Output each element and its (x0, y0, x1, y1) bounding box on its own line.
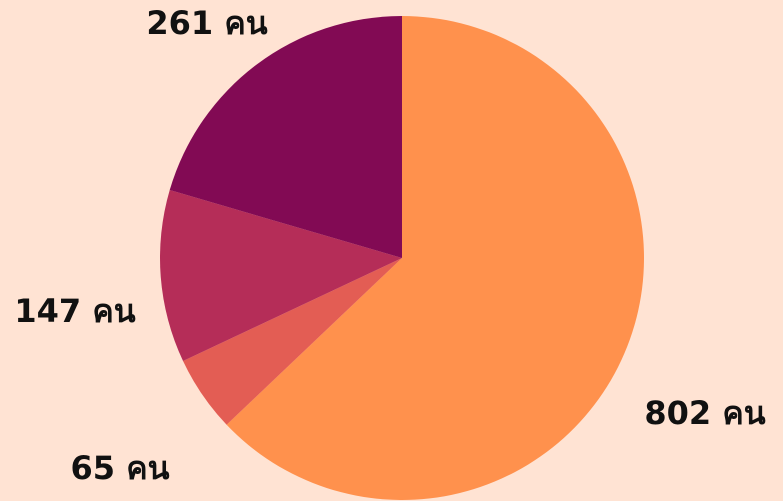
slice-label: 65 คน (71, 449, 170, 487)
pie-slice (169, 16, 402, 258)
slice-label: 261 คน (146, 4, 267, 42)
pie-slice (183, 258, 402, 425)
pie-slice (226, 16, 645, 501)
pie-slice (160, 190, 402, 362)
slice-label: 147 คน (14, 292, 135, 330)
slice-label: 802 คน (644, 394, 765, 432)
